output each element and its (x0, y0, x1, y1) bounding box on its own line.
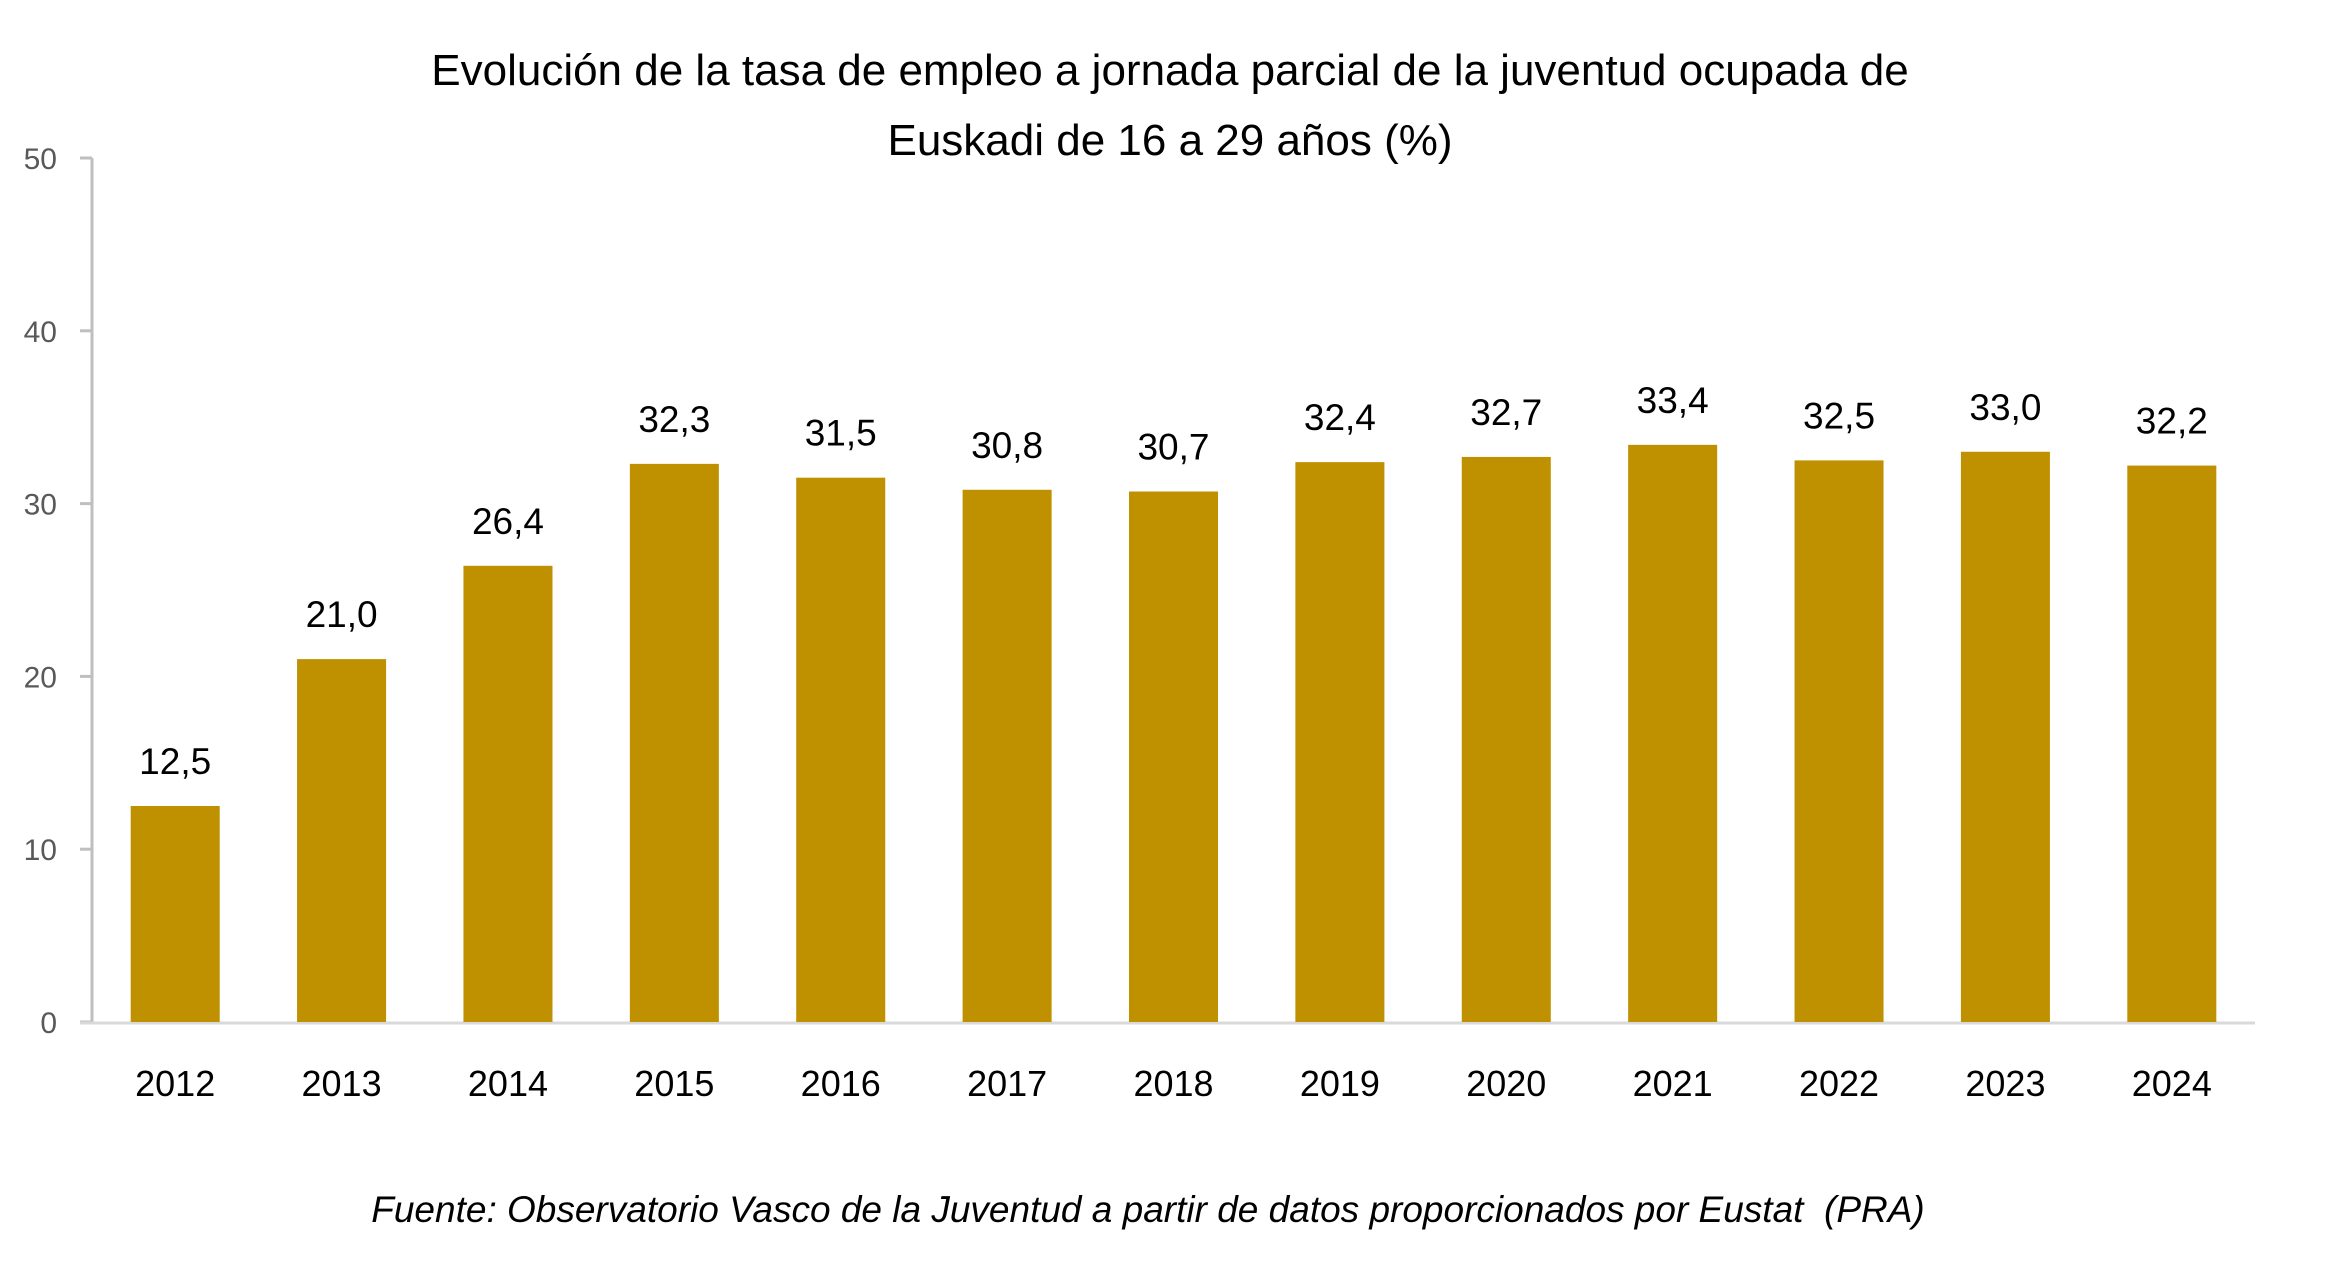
bar-2012 (130, 806, 220, 1022)
y-tick-label: 40 (24, 316, 57, 349)
x-tick-label-2023: 2023 (1965, 1063, 2045, 1104)
chart-title: Evolución de la tasa de empleo a jornada… (431, 46, 1908, 165)
data-label-2021: 33,4 (1637, 380, 1709, 421)
data-label-2024: 32,2 (2136, 401, 2208, 442)
bar-2024 (2127, 465, 2217, 1023)
x-tick-label-2014: 2014 (468, 1063, 548, 1104)
x-tick-label-2016: 2016 (801, 1063, 881, 1104)
bar-2015 (629, 463, 719, 1023)
x-tick-label-2017: 2017 (967, 1063, 1047, 1104)
bar-2018 (1128, 491, 1219, 1022)
data-label-2018: 30,7 (1137, 427, 1209, 468)
data-label-2014: 26,4 (472, 501, 544, 542)
x-tick-label-2013: 2013 (302, 1063, 382, 1104)
y-axis: 0 10 20 30 40 50 (24, 143, 94, 1040)
x-tick-label-2018: 2018 (1133, 1063, 1213, 1104)
x-tick-label-2020: 2020 (1466, 1063, 1546, 1104)
bar-2013 (297, 659, 387, 1022)
bar-2014 (463, 565, 553, 1022)
chart-title-line-2: Euskadi de 16 a 29 años (%) (887, 116, 1452, 165)
data-label-2013: 21,0 (306, 594, 378, 635)
y-tick-label: 30 (24, 489, 57, 522)
data-label-2012: 12,5 (139, 741, 211, 782)
y-tick-label: 20 (24, 661, 57, 694)
bar-2016 (796, 477, 886, 1022)
y-tick-label: 0 (40, 1007, 57, 1040)
data-label-2015: 32,3 (638, 399, 710, 440)
bars (130, 444, 2217, 1023)
x-tick-label-2012: 2012 (135, 1063, 215, 1104)
bar-2017 (962, 489, 1052, 1022)
y-tick-label: 10 (24, 834, 57, 867)
x-tick-label-2024: 2024 (2132, 1063, 2212, 1104)
bar-2021 (1628, 444, 1718, 1022)
bar-2022 (1794, 460, 1884, 1022)
data-label-2017: 30,8 (971, 425, 1043, 466)
data-label-2020: 32,7 (1470, 392, 1542, 433)
data-labels: 12,5 21,0 26,4 32,3 31,5 30,8 30,7 32,4 32,7 33,4… (139, 380, 2208, 782)
data-label-2016: 31,5 (805, 413, 877, 454)
x-tick-label-2019: 2019 (1300, 1063, 1380, 1104)
data-label-2022: 32,5 (1803, 395, 1875, 436)
data-label-2019: 32,4 (1304, 397, 1376, 438)
bar-2020 (1461, 456, 1551, 1023)
data-label-2023: 33,0 (1969, 387, 2041, 428)
bar-2023 (1960, 451, 2050, 1022)
x-tick-label-2015: 2015 (634, 1063, 714, 1104)
x-tick-labels: 2012 2013 2014 2015 2016 2017 2018 2019 2020 2021… (135, 1063, 2212, 1104)
chart-title-line-1: Evolución de la tasa de empleo a jornada… (431, 46, 1908, 95)
x-tick-label-2021: 2021 (1633, 1063, 1713, 1104)
x-tick-label-2022: 2022 (1799, 1063, 1879, 1104)
source-caption: Fuente: Observatorio Vasco de la Juventu… (371, 1189, 1924, 1230)
bar-2019 (1295, 462, 1385, 1022)
y-tick-label: 50 (24, 143, 57, 176)
